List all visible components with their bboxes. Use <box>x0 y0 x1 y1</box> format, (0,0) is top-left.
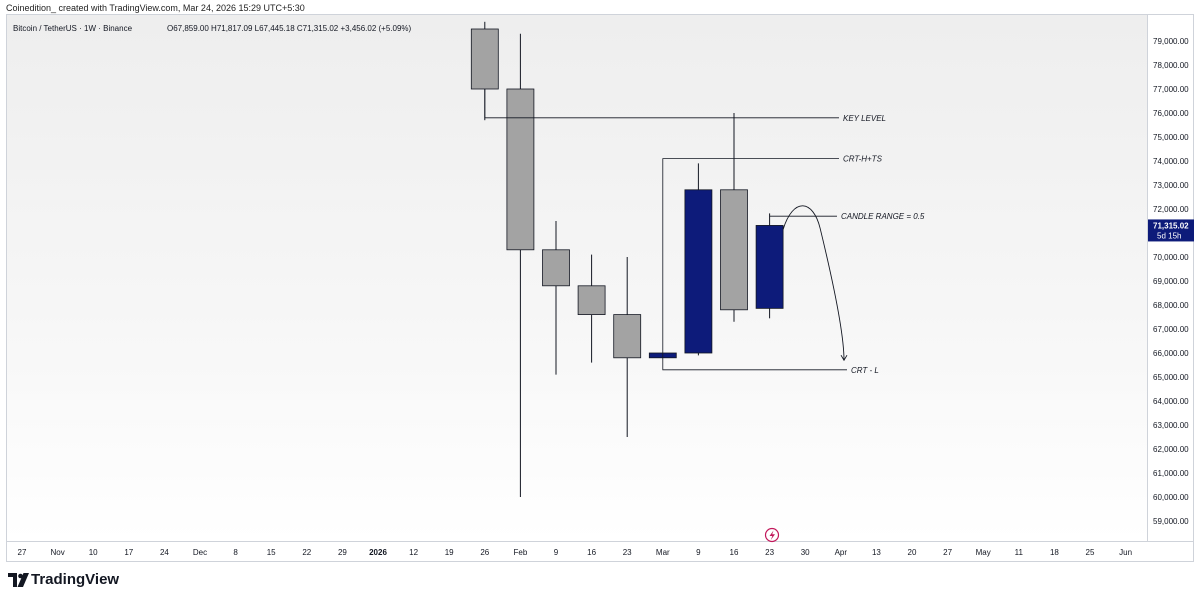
time-tick-label: Nov <box>50 548 64 557</box>
chart-frame[interactable]: KEY LEVEL CRT-H+TS CANDLE RANGE = 0.5 CRT -… <box>6 14 1194 562</box>
price-tick-label: 76,000.00 <box>1153 109 1189 118</box>
time-tick-label: 16 <box>587 548 596 557</box>
ohlc-readout: O67,859.00 H71,817.09 L67,445.18 C71,315… <box>167 24 412 33</box>
candle-body[interactable] <box>542 249 570 287</box>
annotation-label: CRT - L <box>851 366 879 375</box>
price-tick-label: 61,000.00 <box>1153 469 1189 478</box>
price-tick-label: 68,000.00 <box>1153 301 1189 310</box>
price-axis[interactable] <box>1147 15 1195 541</box>
time-tick-label: 15 <box>267 548 276 557</box>
credit-text: Coinedition_ created with TradingView.co… <box>6 3 305 13</box>
time-tick-label: 30 <box>801 548 810 557</box>
annotation-label: CRT-H+TS <box>843 155 883 164</box>
crt-range-bracket[interactable] <box>662 158 847 371</box>
price-tick-label: 59,000.00 <box>1153 517 1189 526</box>
price-tick-label: 67,000.00 <box>1153 325 1189 334</box>
annotation-label: CANDLE RANGE = 0.5 <box>841 212 925 221</box>
lightning-icon[interactable] <box>764 527 780 543</box>
time-tick-label: Apr <box>835 548 848 557</box>
price-tick-label: 60,000.00 <box>1153 493 1189 502</box>
price-tick-label: 73,000.00 <box>1153 181 1189 190</box>
time-tick-label: 22 <box>302 548 311 557</box>
time-tick-label: 27 <box>943 548 952 557</box>
time-tick-label: 10 <box>89 548 98 557</box>
symbol-label: Bitcoin / TetherUS · 1W · Binance <box>13 24 133 33</box>
price-tick-label: 72,000.00 <box>1153 205 1189 214</box>
countdown-label: 5d 15h <box>1157 231 1181 240</box>
projection-arrowhead <box>840 354 848 362</box>
price-tick-label: 62,000.00 <box>1153 445 1189 454</box>
time-tick-label: 23 <box>623 548 632 557</box>
candle-body[interactable] <box>506 88 535 251</box>
time-tick-label: 19 <box>445 548 454 557</box>
time-tick-label: 11 <box>1015 548 1024 557</box>
price-tick-label: 66,000.00 <box>1153 349 1189 358</box>
time-tick-label: 16 <box>730 548 739 557</box>
price-tick-label: 70,000.00 <box>1153 253 1189 262</box>
annotation-label: KEY LEVEL <box>843 114 886 123</box>
time-tick-label: 9 <box>554 548 559 557</box>
annotations-layer: KEY LEVEL CRT-H+TS CANDLE RANGE = 0.5 CRT -… <box>484 89 925 375</box>
chart-svg: KEY LEVEL CRT-H+TS CANDLE RANGE = 0.5 CRT -… <box>13 21 1194 557</box>
time-tick-label: Feb <box>514 548 528 557</box>
candle-body[interactable] <box>720 189 748 311</box>
credit-bar: Coinedition_ created with TradingView.co… <box>0 0 1200 14</box>
time-tick-label: Dec <box>193 548 207 557</box>
time-tick-label: 20 <box>908 548 917 557</box>
time-tick-label: Jun <box>1119 548 1132 557</box>
time-tick-label: 13 <box>872 548 881 557</box>
candle-body[interactable] <box>684 189 713 354</box>
time-axis-labels: 27 Nov 10 17 24 Dec 8 15 22 29 2026 12 19 26 Feb 9 16 23 M… <box>18 548 1133 557</box>
time-tick-label: 8 <box>233 548 238 557</box>
price-tick-label: 77,000.00 <box>1153 85 1189 94</box>
price-axis-labels: 59,000.00 60,000.00 61,000.00 62,000.00 63,0… <box>1153 37 1189 526</box>
candle-body[interactable] <box>470 28 499 90</box>
time-tick-label: 27 <box>18 548 27 557</box>
key-level-line[interactable] <box>484 89 839 119</box>
price-badge-box[interactable] <box>1148 219 1194 242</box>
time-tick-label: 26 <box>480 548 489 557</box>
time-tick-label: 29 <box>338 548 347 557</box>
tradingview-logo-text: TradingView <box>31 571 120 588</box>
time-tick-label: May <box>976 548 991 557</box>
time-tick-label: 25 <box>1086 548 1095 557</box>
time-tick-label: 17 <box>124 548 133 557</box>
candle-body[interactable] <box>577 285 606 315</box>
time-tick-label: 18 <box>1050 548 1059 557</box>
price-tick-label: 65,000.00 <box>1153 373 1189 382</box>
current-price-label: 71,315.02 <box>1153 221 1189 230</box>
price-tick-label: 64,000.00 <box>1153 397 1189 406</box>
price-tick-label: 74,000.00 <box>1153 157 1189 166</box>
price-tick-label: 63,000.00 <box>1153 421 1189 430</box>
plot-area[interactable] <box>7 15 1147 541</box>
candle-body[interactable] <box>613 314 642 359</box>
projection-arc[interactable] <box>782 205 845 361</box>
price-tick-label: 78,000.00 <box>1153 61 1189 70</box>
time-tick-label: Mar <box>656 548 670 557</box>
footer: TradingView <box>0 566 1200 600</box>
time-tick-label: 24 <box>160 548 169 557</box>
time-tick-label: 23 <box>765 548 774 557</box>
tradingview-logo-icon <box>8 573 29 587</box>
price-tick-label: 69,000.00 <box>1153 277 1189 286</box>
time-tick-label: 9 <box>696 548 701 557</box>
time-tick-label: 2026 <box>369 548 387 557</box>
time-tick-label: 12 <box>409 548 418 557</box>
time-axis[interactable] <box>7 541 1194 563</box>
price-tick-label: 75,000.00 <box>1153 133 1189 142</box>
price-tick-label: 79,000.00 <box>1153 37 1189 46</box>
candles-layer <box>470 21 784 497</box>
candle-body[interactable] <box>755 225 784 309</box>
